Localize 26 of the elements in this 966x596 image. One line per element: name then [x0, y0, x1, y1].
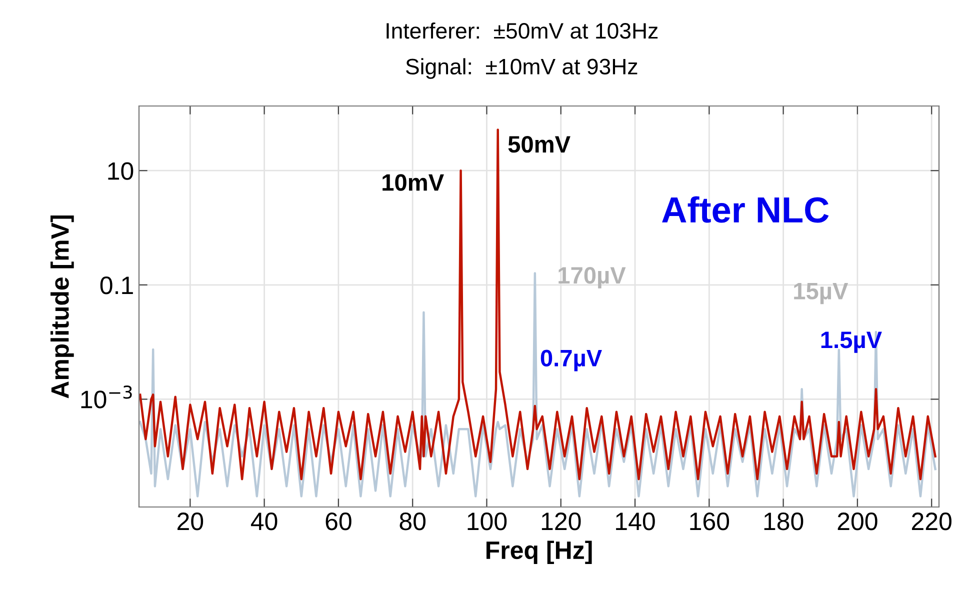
x-tick-label: 120	[542, 512, 581, 530]
x-tick-label: 160	[690, 512, 730, 530]
annotation: 0.7µV	[540, 350, 602, 372]
y-tick-label: 10$^{−3}$	[81, 386, 132, 408]
x-tick-label: 100	[468, 512, 507, 530]
x-tick-label: 200	[838, 512, 878, 530]
y-tick-label: 0.1	[100, 276, 133, 294]
annotation: 15µV	[794, 282, 848, 304]
x-tick-label: 40	[250, 512, 278, 530]
annotation: After NLC	[662, 196, 829, 223]
y-tick-label: 10	[108, 162, 134, 180]
x-tick-label: 140	[616, 512, 655, 530]
annotation: 170µV	[558, 267, 626, 288]
y-axis-title: Amplitude [mV]	[50, 216, 74, 398]
line-series	[139, 128, 936, 480]
x-axis-title: Freq [Hz]	[486, 540, 592, 564]
x-tick-label: 220	[912, 512, 952, 530]
annotation: 10mV	[382, 174, 444, 191]
x-tick-label: 20	[178, 512, 204, 530]
chart-subtitle: Signal: ±10mV at 93Hz	[406, 58, 638, 79]
chart-title: Interferer: ±50mV at 103Hz	[386, 22, 658, 39]
x-tick-label: 80	[400, 512, 426, 530]
x-tick-label: 60	[326, 512, 352, 530]
annotation: 1.5µV	[821, 332, 882, 353]
annotation: 50mV	[508, 136, 570, 153]
x-tick-label: 180	[764, 512, 804, 530]
